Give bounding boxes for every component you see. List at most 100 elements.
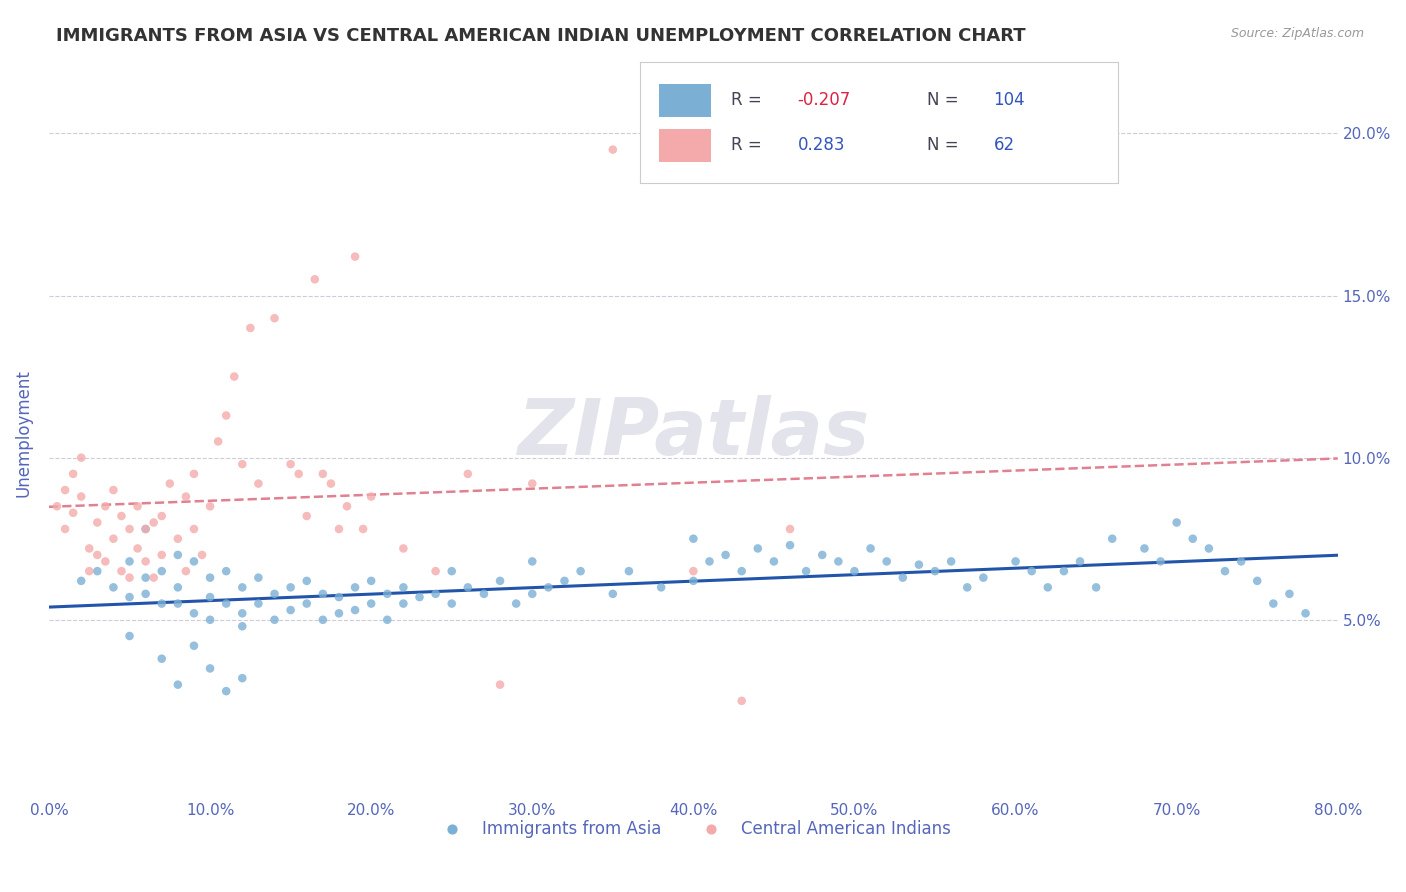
Point [247,571,270,585]
Point [440,564,463,578]
Point [908,558,931,572]
Point [174,564,197,578]
Point [70,450,93,465]
Point [103,532,125,546]
Point [280,580,302,594]
Point [1021,564,1043,578]
Point [166,548,188,562]
Point [135,522,157,536]
Point [1213,564,1236,578]
Point [1230,554,1253,568]
Text: 62: 62 [994,136,1015,154]
Point [150,651,173,665]
Point [77,541,100,556]
Point [794,564,817,578]
Point [183,522,205,536]
Bar [659,128,711,161]
Point [142,571,165,585]
Text: N =: N = [927,136,963,154]
Point [183,607,205,621]
Point [198,571,221,585]
Point [110,508,132,523]
Point [135,571,157,585]
Point [198,613,221,627]
Point [827,554,849,568]
Point [844,564,866,578]
Point [522,587,544,601]
Point [166,580,188,594]
Point [328,590,350,604]
Point [295,508,318,523]
Point [747,541,769,556]
Point [94,554,117,568]
Point [650,580,672,594]
Point [77,564,100,578]
Point [682,574,704,588]
Point [457,467,479,481]
Point [360,597,382,611]
Point [304,272,326,286]
Legend: Immigrants from Asia, Central American Indians: Immigrants from Asia, Central American I… [429,814,957,845]
Point [876,554,898,568]
Point [215,684,238,698]
Point [699,554,721,568]
Point [859,541,882,556]
Point [62,467,84,481]
Point [53,522,76,536]
Y-axis label: Unemployment: Unemployment [15,369,32,497]
Text: ZIPatlas: ZIPatlas [517,395,869,471]
Point [569,564,592,578]
Text: 104: 104 [994,91,1025,109]
Point [360,490,382,504]
Point [103,483,125,497]
Text: -0.207: -0.207 [797,91,851,109]
Point [319,476,342,491]
Point [344,603,367,617]
Point [1101,532,1123,546]
Point [489,678,512,692]
Bar [659,84,711,117]
Point [522,476,544,491]
Point [1295,607,1317,621]
Point [166,532,188,546]
Point [344,250,367,264]
Point [779,538,801,552]
Point [207,434,229,449]
Point [617,564,640,578]
Point [118,590,141,604]
Point [198,500,221,514]
Point [408,590,430,604]
Point [295,574,318,588]
Point [425,587,447,601]
Point [1053,564,1076,578]
Point [1278,587,1301,601]
Text: R =: R = [731,91,766,109]
Point [602,587,624,601]
Point [135,587,157,601]
Point [150,548,173,562]
Point [440,597,463,611]
Point [1085,580,1108,594]
Point [70,574,93,588]
Point [505,597,527,611]
Point [352,522,374,536]
Point [247,597,270,611]
Point [312,587,335,601]
Point [150,508,173,523]
Point [118,571,141,585]
Point [231,619,253,633]
Point [118,522,141,536]
Point [263,311,285,326]
Point [344,580,367,594]
Point [215,409,238,423]
Point [150,564,173,578]
Point [811,548,834,562]
Point [328,522,350,536]
Point [972,571,994,585]
Point [714,548,737,562]
Text: IMMIGRANTS FROM ASIA VS CENTRAL AMERICAN INDIAN UNEMPLOYMENT CORRELATION CHART: IMMIGRANTS FROM ASIA VS CENTRAL AMERICAN… [56,27,1026,45]
Point [150,597,173,611]
Point [1181,532,1204,546]
Point [295,597,318,611]
Point [135,522,157,536]
